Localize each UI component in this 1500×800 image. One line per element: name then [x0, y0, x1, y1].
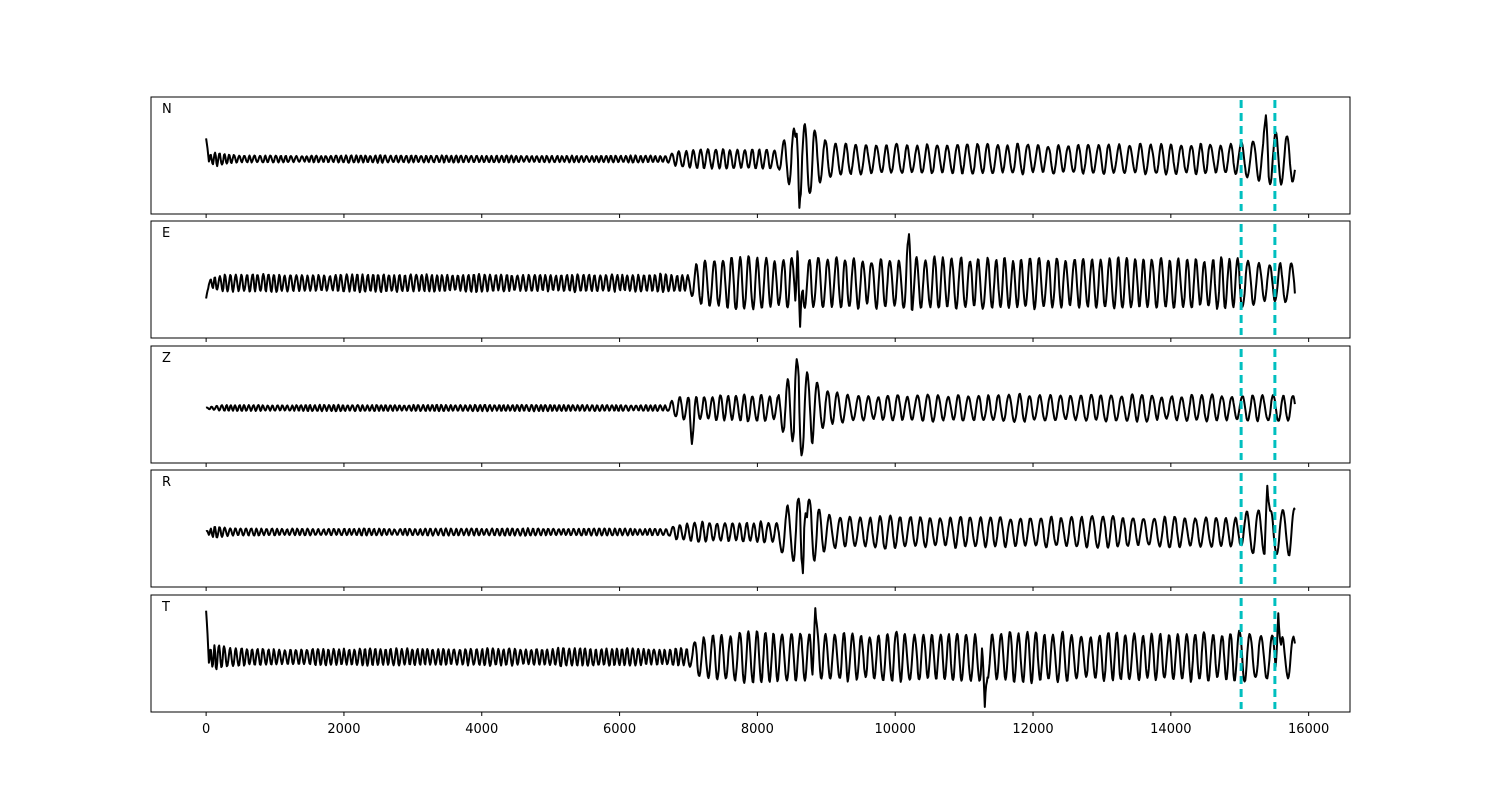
panel-label: Z	[162, 351, 171, 366]
x-tick-label: 0	[202, 722, 210, 737]
panel-frame	[150, 345, 1351, 464]
waveform-trace-r	[205, 484, 1296, 575]
panel-frame	[150, 594, 1351, 713]
waveform-trace-z	[205, 358, 1296, 457]
waveform-trace-t	[205, 607, 1296, 708]
x-tick-label: 8000	[741, 722, 774, 737]
panel-frame	[150, 96, 1351, 215]
panel-label: N	[162, 102, 172, 117]
x-tick-label: 10000	[875, 722, 916, 737]
panels: N E Z R T	[150, 96, 1351, 716]
panel-frame	[150, 469, 1351, 588]
panel-e: E	[150, 220, 1351, 342]
panel-frame	[150, 220, 1351, 339]
x-tick-label: 2000	[327, 722, 360, 737]
panel-r: R	[150, 469, 1351, 591]
x-tick-label: 4000	[465, 722, 498, 737]
panel-z: Z	[150, 345, 1351, 467]
x-tick-label: 16000	[1288, 722, 1329, 737]
waveform-trace-n	[205, 114, 1296, 209]
panel-label: R	[162, 475, 171, 490]
x-tick-label: 6000	[603, 722, 636, 737]
x-axis: 0 2000 4000 6000 8000 10000 12000 14000 16000	[202, 722, 1329, 737]
x-tick-label: 14000	[1150, 722, 1191, 737]
panel-t: T	[150, 594, 1351, 716]
waveform-trace-e	[205, 233, 1296, 328]
x-tick-label: 12000	[1012, 722, 1053, 737]
panel-label: T	[161, 600, 170, 615]
panel-n: N	[150, 96, 1351, 218]
panel-label: E	[162, 226, 170, 241]
